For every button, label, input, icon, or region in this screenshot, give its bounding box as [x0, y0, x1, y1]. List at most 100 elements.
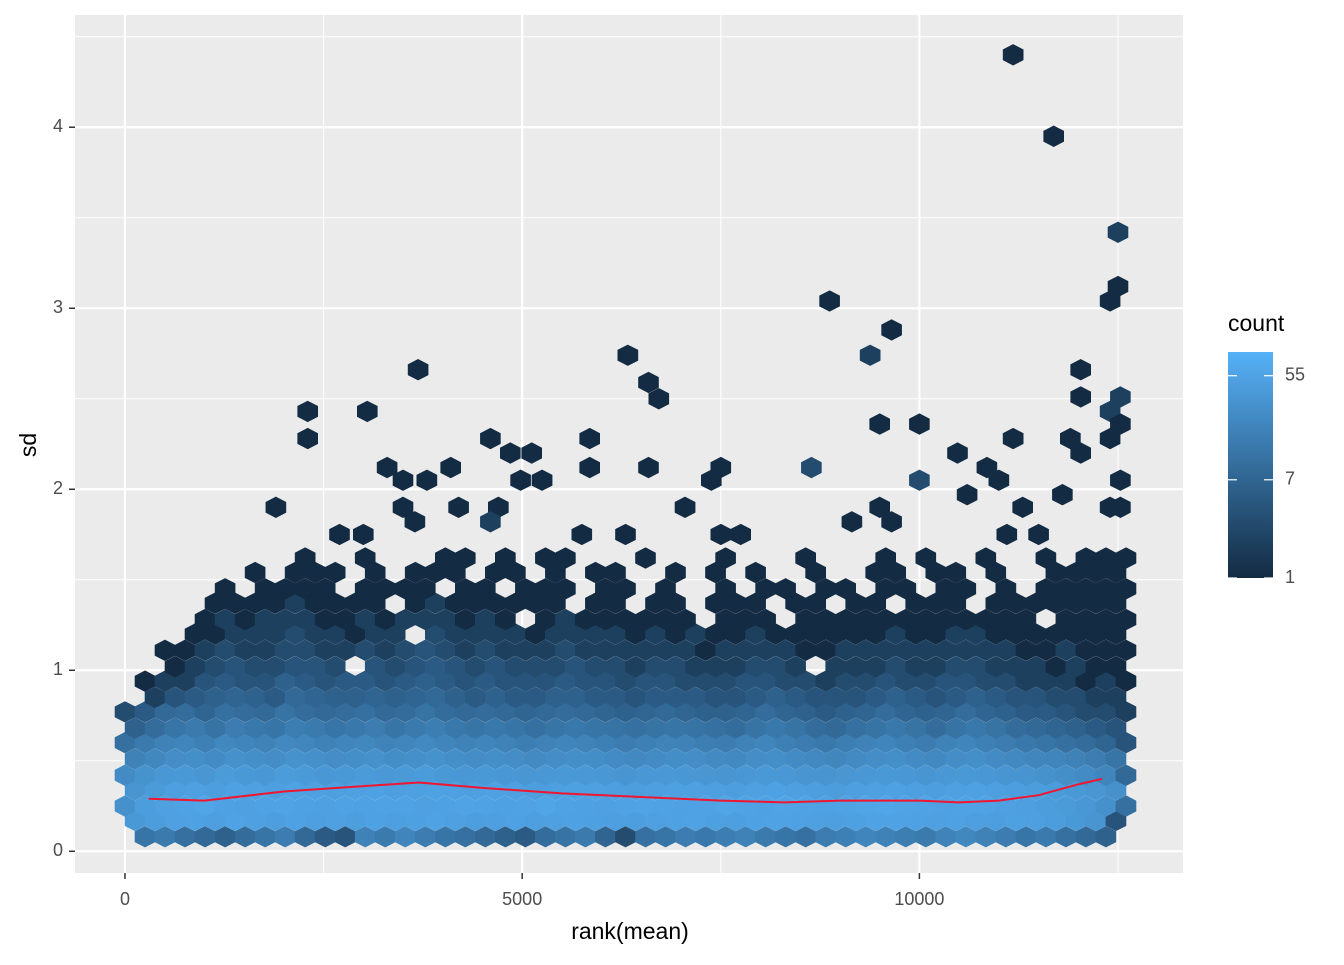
hexbin: [615, 523, 636, 546]
hexbin: [819, 290, 840, 312]
hexbin: [1110, 413, 1131, 435]
hexbin: [801, 456, 822, 479]
legend-title: count: [1228, 310, 1285, 336]
hexbin: [352, 523, 374, 546]
hexbin: [1105, 655, 1127, 678]
x-tick-label: 5000: [502, 889, 542, 909]
hexbin: [605, 561, 626, 584]
hexbin: [947, 442, 968, 464]
hexbin: [1052, 483, 1073, 506]
hexbin: [376, 456, 398, 479]
hexbin: [480, 511, 501, 533]
hexbin: [841, 511, 863, 533]
hexbin: [579, 427, 601, 450]
hexbin: [1095, 826, 1117, 848]
hexbin: [1070, 386, 1091, 408]
hexbin: [955, 578, 977, 600]
hexbin: [881, 319, 902, 341]
hexbin: [895, 578, 917, 600]
hexbin: [1107, 221, 1129, 243]
hexbin: [555, 547, 576, 569]
hexbin: [571, 523, 593, 546]
hexbin: [1099, 290, 1121, 312]
hexbin: [1035, 547, 1057, 569]
hexbin: [407, 359, 429, 381]
hexbin: [995, 578, 1017, 600]
hexbin: [416, 469, 438, 491]
hexbin: [1115, 608, 1137, 631]
hexbin: [909, 413, 930, 435]
hexbin: [531, 469, 553, 491]
hexbin: [1115, 795, 1137, 817]
hexbin: [1012, 496, 1033, 519]
hexbin: [869, 413, 891, 435]
hexbin: [730, 523, 752, 546]
hexbin: [1002, 427, 1024, 450]
hexbin: [1070, 359, 1091, 381]
hexbin: [976, 456, 998, 479]
hexbin: [1105, 686, 1127, 709]
hexbin: [996, 523, 1018, 546]
hexbin: [499, 442, 521, 464]
hexbin: [244, 561, 266, 584]
hexbin: [975, 547, 997, 569]
hexbin: [1060, 427, 1081, 450]
hexbin: [859, 344, 881, 366]
smooth-line: [148, 777, 1103, 804]
hexbin: [835, 578, 857, 600]
hexbin: [745, 561, 766, 584]
hexbin: [881, 511, 902, 533]
hexbin: [1105, 748, 1127, 770]
hexbin: [775, 578, 796, 600]
hexbin: [675, 608, 696, 631]
hexbin: [480, 427, 501, 450]
hexbin: [1110, 496, 1131, 519]
hexbin: [1110, 469, 1131, 491]
hexbin: [354, 547, 376, 569]
hexbin: [324, 561, 346, 584]
hexbin: [510, 469, 531, 491]
hexbin: [294, 547, 316, 569]
hexbin: [1115, 578, 1137, 600]
hexbin: [665, 561, 686, 584]
legend-label: 1: [1285, 567, 1295, 587]
hexbin: [297, 427, 319, 450]
y-axis-title: sd: [15, 433, 41, 457]
hexbin: [638, 371, 659, 394]
hexbin: [945, 561, 967, 584]
hexbin: [356, 400, 378, 423]
hexbin: [414, 578, 436, 600]
y-tick-label: 3: [53, 297, 63, 317]
hexbin: [674, 496, 696, 519]
hexbin: [1115, 639, 1137, 662]
hexbin: [454, 547, 476, 569]
hexbin: [440, 456, 462, 479]
hexbin: [635, 547, 656, 569]
x-axis-title: rank(mean): [571, 918, 689, 944]
hexbin: [392, 496, 414, 519]
hexbin: [1115, 547, 1137, 569]
hexbin: [494, 608, 516, 631]
y-tick-label: 1: [53, 659, 63, 679]
hexbin: [579, 456, 601, 479]
hexbin: [1028, 523, 1049, 546]
hexbin: [617, 344, 639, 366]
hexbin: [648, 388, 670, 410]
hexbin: [1002, 44, 1024, 66]
hexbin: [494, 547, 516, 569]
hexbin: [795, 547, 817, 569]
legend-label: 55: [1285, 364, 1305, 384]
hexbin: [324, 655, 346, 678]
hexbin: [297, 400, 319, 423]
hexbin: [700, 469, 722, 491]
y-tick-label: 4: [53, 116, 63, 136]
hexbin: [615, 578, 636, 600]
hexbin: [521, 442, 543, 464]
hexbin: [1043, 125, 1064, 147]
hexbin: [909, 469, 930, 491]
hexbin: [715, 578, 736, 600]
hexbin: [1015, 608, 1037, 631]
hexbin: [329, 523, 350, 546]
legend-label: 7: [1285, 469, 1295, 489]
hexbin: [715, 547, 736, 569]
